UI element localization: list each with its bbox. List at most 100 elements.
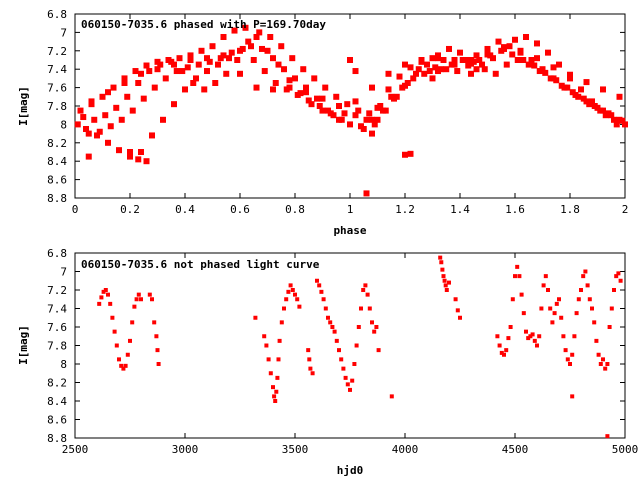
phased-chart-x-tick-label: 0.8 — [285, 203, 305, 216]
phased-chart-data-point — [206, 58, 213, 65]
phased-chart-data-point — [129, 107, 136, 114]
phased-chart-data-point — [547, 75, 554, 82]
phased-chart-data-point — [176, 55, 183, 62]
unphased-chart-data-point — [528, 334, 533, 339]
phased-chart-data-point — [319, 95, 326, 102]
unphased-chart-data-point — [136, 292, 141, 297]
unphased-chart-data-point — [297, 304, 302, 309]
unphased-chart-data-point — [319, 289, 324, 294]
phased-chart-data-point — [245, 38, 252, 45]
phased-chart-data-point — [157, 61, 164, 68]
unphased-chart-data-point — [524, 329, 528, 334]
unphased-chart-data-point — [442, 278, 447, 283]
unphased-chart-data-point — [587, 297, 592, 302]
unphased-chart-data-point — [307, 357, 312, 362]
phased-chart-data-point — [275, 61, 282, 68]
unphased-chart-data-point — [443, 283, 448, 288]
phased-chart-data-point — [143, 158, 150, 165]
phased-chart-data-point — [352, 98, 359, 105]
phased-chart-data-point — [171, 101, 177, 108]
unphased-chart-y-tick-label: 8.6 — [47, 414, 67, 427]
phased-chart-data-point — [536, 68, 543, 75]
unphased-chart-y-tick-label: 8.8 — [47, 432, 67, 445]
phased-chart-data-point — [583, 79, 590, 86]
unphased-chart-data-point — [367, 306, 372, 311]
phased-chart-data-point — [448, 61, 455, 68]
phased-chart-data-point — [613, 121, 620, 128]
unphased-chart-data-point — [271, 385, 275, 390]
phased-chart-data-point — [99, 93, 106, 100]
phased-chart-data-point — [118, 116, 125, 123]
phased-chart-data-point — [267, 34, 274, 40]
phased-chart-data-point — [550, 64, 557, 71]
phased-chart-data-point — [404, 80, 411, 86]
phased-chart-data-point — [435, 68, 441, 75]
phased-chart-data-point — [154, 66, 161, 73]
unphased-chart-data-point — [458, 315, 462, 320]
unphased-chart-data-point — [440, 267, 445, 272]
unphased-chart-data-point — [274, 389, 279, 394]
unphased-chart-data-point — [374, 325, 379, 329]
unphased-chart-data-point — [605, 434, 610, 439]
phased-chart-data-point — [187, 52, 194, 59]
unphased-chart-data-point — [439, 260, 444, 265]
unphased-chart-data-point — [438, 255, 443, 260]
unphased-chart-data-point — [389, 394, 394, 399]
phased-chart-data-point — [556, 61, 562, 68]
unphased-chart-data-point — [308, 366, 313, 371]
unphased-chart-data-point — [561, 334, 566, 339]
phased-chart-data-point — [558, 82, 565, 89]
phased-chart-data-point — [88, 98, 95, 105]
phased-chart-data-point — [215, 61, 221, 68]
phased-chart-data-point — [369, 116, 375, 123]
phased-chart-data-point — [443, 66, 450, 73]
phased-chart-data-point — [528, 57, 535, 63]
phased-chart-x-tick-label: 1.2 — [395, 203, 415, 216]
unphased-chart-y-tick-label: 6.8 — [47, 247, 67, 260]
phased-chart-y-tick-label: 7.8 — [47, 100, 67, 113]
unphased-chart-data-point — [447, 280, 451, 285]
unphased-chart-data-point — [276, 357, 281, 362]
unphased-chart-data-point — [592, 320, 597, 325]
phased-chart-data-point — [468, 60, 474, 67]
phased-chart-data-point — [374, 116, 381, 123]
phased-chart-data-point — [492, 70, 499, 77]
unphased-chart-data-point — [293, 292, 297, 297]
unphased-chart-data-point — [574, 311, 579, 316]
unphased-chart-data-point — [541, 283, 546, 288]
phased-chart-data-point — [264, 47, 271, 54]
unphased-chart-data-point — [121, 366, 126, 371]
unphased-chart-data-point — [513, 274, 517, 279]
phased-chart-data-point — [473, 52, 480, 59]
unphased-chart-data-point — [295, 297, 300, 302]
unphased-chart-data-point — [605, 362, 610, 366]
phased-chart-data-point — [476, 57, 483, 63]
phased-chart-data-point — [127, 153, 133, 160]
unphased-chart-data-point — [279, 320, 284, 325]
phased-chart-data-point — [407, 150, 414, 157]
phased-chart-data-point — [160, 116, 166, 123]
unphased-chart-data-point — [117, 357, 121, 362]
phased-chart-data-point — [413, 70, 419, 77]
phased-chart-data-point — [261, 68, 268, 75]
phased-chart-data-point — [459, 57, 466, 63]
unphased-chart-data-point — [273, 399, 278, 403]
unphased-chart-data-point — [521, 311, 526, 316]
unphased-chart-data-point — [108, 301, 113, 306]
phased-chart-data-point — [415, 66, 422, 73]
unphased-chart-data-point — [598, 362, 603, 366]
unphased-chart-data-point — [277, 338, 282, 343]
phased-chart-data-point — [322, 84, 329, 91]
unphased-chart-data-point — [110, 315, 115, 320]
unphased-chart-data-point — [572, 334, 577, 339]
unphased-chart-data-point — [583, 269, 588, 274]
phased-chart-data-point — [190, 80, 197, 86]
phased-chart-data-point — [336, 103, 342, 109]
unphased-chart-data-point — [519, 292, 524, 297]
phased-chart-data-point — [388, 93, 395, 100]
unphased-chart-data-point — [603, 366, 608, 371]
phased-chart-data-point — [611, 116, 617, 123]
phased-chart-data-point — [520, 57, 527, 63]
phased-chart-x-tick-label: 1.6 — [505, 203, 525, 216]
